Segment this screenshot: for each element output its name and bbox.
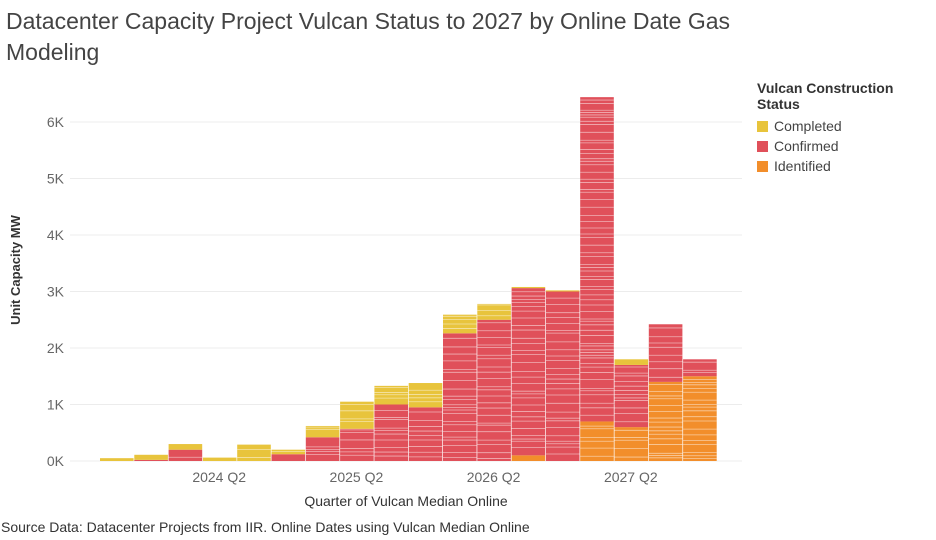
y-tick-label: 2K [47, 340, 65, 356]
legend-swatch-completed [757, 120, 768, 132]
y-tick-label: 5K [47, 171, 65, 187]
bar-segment-confirmed[interactable] [271, 454, 306, 461]
legend-swatch-identified [757, 160, 768, 172]
legend-swatch-confirmed [757, 140, 768, 152]
legend: Vulcan Construction Status Completed Con… [757, 80, 936, 176]
y-tick-label: 3K [47, 284, 65, 300]
bar-segment-confirmed[interactable] [408, 407, 443, 461]
bar-segment-completed[interactable] [408, 383, 443, 408]
legend-item-identified[interactable]: Identified [757, 156, 936, 176]
bar-segment-confirmed[interactable] [340, 428, 374, 461]
legend-label-confirmed: Confirmed [774, 138, 839, 154]
bar-segment-confirmed[interactable] [683, 359, 717, 377]
y-tick-label: 4K [47, 227, 65, 243]
x-tick-label: 2027 Q2 [604, 469, 658, 485]
legend-label-completed: Completed [774, 118, 842, 134]
legend-title: Vulcan Construction Status [757, 80, 894, 112]
bar-segment-completed[interactable] [271, 449, 306, 455]
bar-segment-confirmed[interactable] [443, 333, 477, 461]
bar-segment-confirmed[interactable] [648, 324, 683, 382]
bar-segment-confirmed[interactable] [545, 291, 580, 462]
chart-title: Datacenter Capacity Project Vulcan Statu… [6, 8, 731, 65]
bar-segment-completed[interactable] [374, 385, 408, 405]
x-tick-label: 2024 Q2 [192, 469, 246, 485]
bar-segment-completed[interactable] [237, 444, 271, 461]
y-axis-label: Unit Capacity MW [8, 214, 23, 325]
y-tick-label: 6K [47, 114, 65, 130]
bar-segment-confirmed[interactable] [477, 319, 511, 461]
bar-segment-confirmed[interactable] [374, 404, 408, 462]
bar-segment-identified[interactable] [614, 427, 649, 461]
source-note: Source Data: Datacenter Projects from II… [1, 519, 530, 535]
legend-item-confirmed[interactable]: Confirmed [757, 136, 936, 156]
bar-segment-identified[interactable] [648, 381, 683, 461]
bar-segment-completed[interactable] [202, 457, 237, 461]
bar-segment-completed[interactable] [168, 444, 203, 450]
bar-segment-completed[interactable] [340, 401, 374, 429]
bar-segment-confirmed[interactable] [614, 364, 649, 428]
bar-segment-completed[interactable] [477, 303, 511, 320]
x-tick-label: 2026 Q2 [467, 469, 521, 485]
bar-segment-completed[interactable] [305, 425, 340, 438]
y-tick-label: 1K [47, 397, 65, 413]
bar-segment-identified[interactable] [683, 376, 717, 461]
x-tick-label: 2025 Q2 [330, 469, 384, 485]
bar-segment-completed[interactable] [511, 286, 546, 289]
y-tick-label: 0K [47, 453, 65, 469]
bar-segment-completed[interactable] [100, 458, 134, 461]
bar-segment-completed[interactable] [134, 454, 168, 460]
bar-segment-confirmed[interactable] [168, 449, 203, 461]
legend-label-identified: Identified [774, 158, 831, 174]
x-axis-label: Quarter of Vulcan Median Online [304, 493, 508, 509]
legend-item-completed[interactable]: Completed [757, 116, 936, 136]
bar-segment-completed[interactable] [614, 359, 649, 365]
bar-segment-confirmed[interactable] [134, 459, 168, 461]
bar-segment-completed[interactable] [545, 290, 580, 292]
bar-segment-identified[interactable] [511, 455, 546, 461]
